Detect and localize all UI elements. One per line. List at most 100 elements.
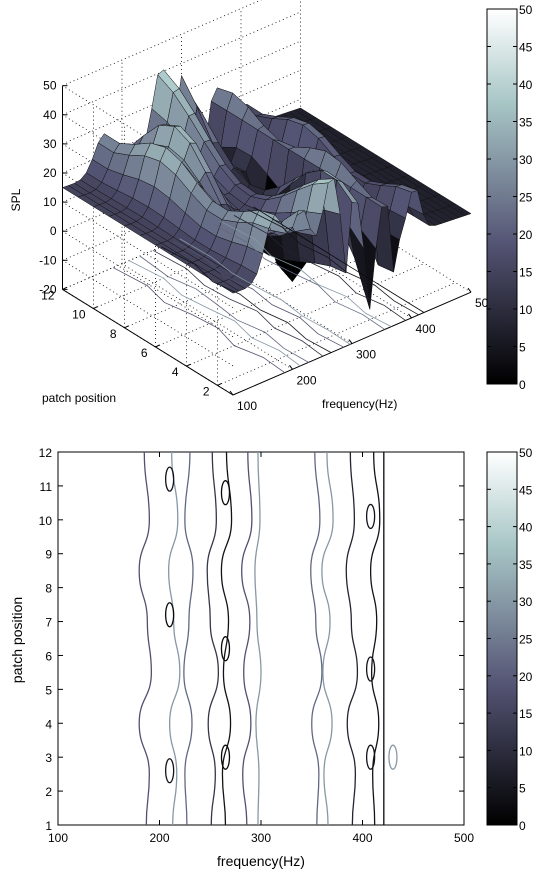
surface-zlabel: SPL [9,188,23,211]
grid-line [121,263,293,370]
y-tick [62,286,67,290]
contour-line [345,451,359,826]
colorbar-tick-label: 15 [519,266,533,280]
floor-contour-line [247,209,419,316]
contour-line [254,451,262,826]
y-tick-label: 2 [45,785,52,799]
y-tick-label: 4 [172,365,179,379]
contour-lines [138,451,398,826]
y-tick [124,325,129,329]
floor-contour-line [233,215,406,321]
closed-contour [164,758,175,784]
y-tick-label: 6 [45,649,52,663]
colorbar-tick-label: 25 [519,633,533,647]
colorbar-gradient [486,451,518,826]
colorbar-tick-label: 5 [519,341,526,355]
y-tick-label: 12 [41,288,55,302]
x-tick-label: 200 [297,373,317,387]
colorbar-tick-label: 0 [519,378,526,392]
y-tick-label: 10 [72,308,86,322]
floor-contour-line [161,246,332,353]
z-tick-label: 10 [43,195,57,209]
surface-colorbar: 0 5 10 15 20 25 30 35 40 45 50 [486,3,533,392]
colorbar-tick-label: 25 [519,191,533,205]
y-axis-line [62,288,234,396]
y-tick-label: 5 [45,683,52,697]
x-tick [229,390,234,396]
colorbar-tick-label: 30 [519,595,533,609]
grid-line [62,40,301,145]
floor-contour-line [152,249,324,357]
grid-line [62,0,262,87]
z-tick-label: 0 [50,224,57,238]
x-tick-label: 100 [237,399,257,413]
contour-line [310,451,323,826]
colorbar-tick-label: 20 [519,228,533,242]
y-tick-label: 10 [39,514,53,528]
grid-line [186,263,425,367]
x-tick-label: 500 [454,831,474,845]
colorbar-tick-label: 30 [519,153,533,167]
closed-contour [164,602,175,628]
closed-contour [388,744,398,770]
contour-line [241,451,253,826]
grid-line [62,69,301,174]
colorbar-tick-label: 10 [519,303,533,317]
colorbar-tick-label: 50 [519,446,533,460]
contour-colorbar: 0 5 10 15 20 25 30 35 40 45 50 [486,446,533,833]
floor-contour-line [219,220,392,327]
colorbar-tick-label: 45 [519,41,533,55]
y-tick-label: 8 [110,327,117,341]
floor-contour-line [112,267,285,373]
z-tick-label: -20 [39,282,57,296]
contour-line [321,451,334,826]
grid-line [62,230,234,338]
x-tick-label: 300 [251,831,271,845]
y-tick-label: 3 [45,751,52,765]
contour-line [206,451,220,826]
x-tick [467,287,472,293]
colorbar-tick-label: 10 [519,744,533,758]
z-tick-label: 40 [43,108,57,122]
grid-line [155,243,394,348]
closed-contour [220,744,231,770]
y-tick [186,363,191,367]
y-tick-label: 4 [45,717,52,731]
contour-line [138,451,153,826]
floor-contour-line [173,240,344,348]
z-tick-label: 50 [43,79,57,93]
colorbar-tick-label: 35 [519,558,533,572]
y-tick-label: 12 [39,446,53,460]
floor-contour-line [139,255,309,363]
surface-plot: -20-100102030405010020030040050024681012… [9,0,495,413]
y-tick-label: 11 [40,480,53,494]
x-tick-label: 200 [149,831,169,845]
y-tick [217,382,222,386]
closed-contour [365,744,376,770]
closed-contour [365,656,376,682]
colorbar-tick-label: 20 [519,670,533,684]
colorbar-tick-label: 5 [519,782,526,796]
y-tick-label: 7 [45,616,52,630]
y-tick-label: 2 [203,384,210,398]
grid-line [181,237,353,344]
colorbar-tick-label: 45 [519,483,533,497]
floor-contour-line [128,260,301,367]
grid-line [217,282,456,386]
y-tick-label: 9 [45,548,52,562]
colorbar-tick-label: 40 [519,78,533,92]
y-tick [155,344,160,348]
x-tick-label: 400 [352,831,372,845]
y-tick-label: 6 [141,346,148,360]
x-tick-label: 300 [356,348,376,362]
z-tick-label: 30 [43,137,57,151]
closed-contour [220,480,231,506]
colorbar-tick-label: 40 [519,521,533,535]
z-tick-label: 20 [43,166,57,180]
surface-xlabel: frequency(Hz) [322,397,397,411]
y-tick-label: 1 [45,819,52,833]
spl-surface [61,69,472,310]
